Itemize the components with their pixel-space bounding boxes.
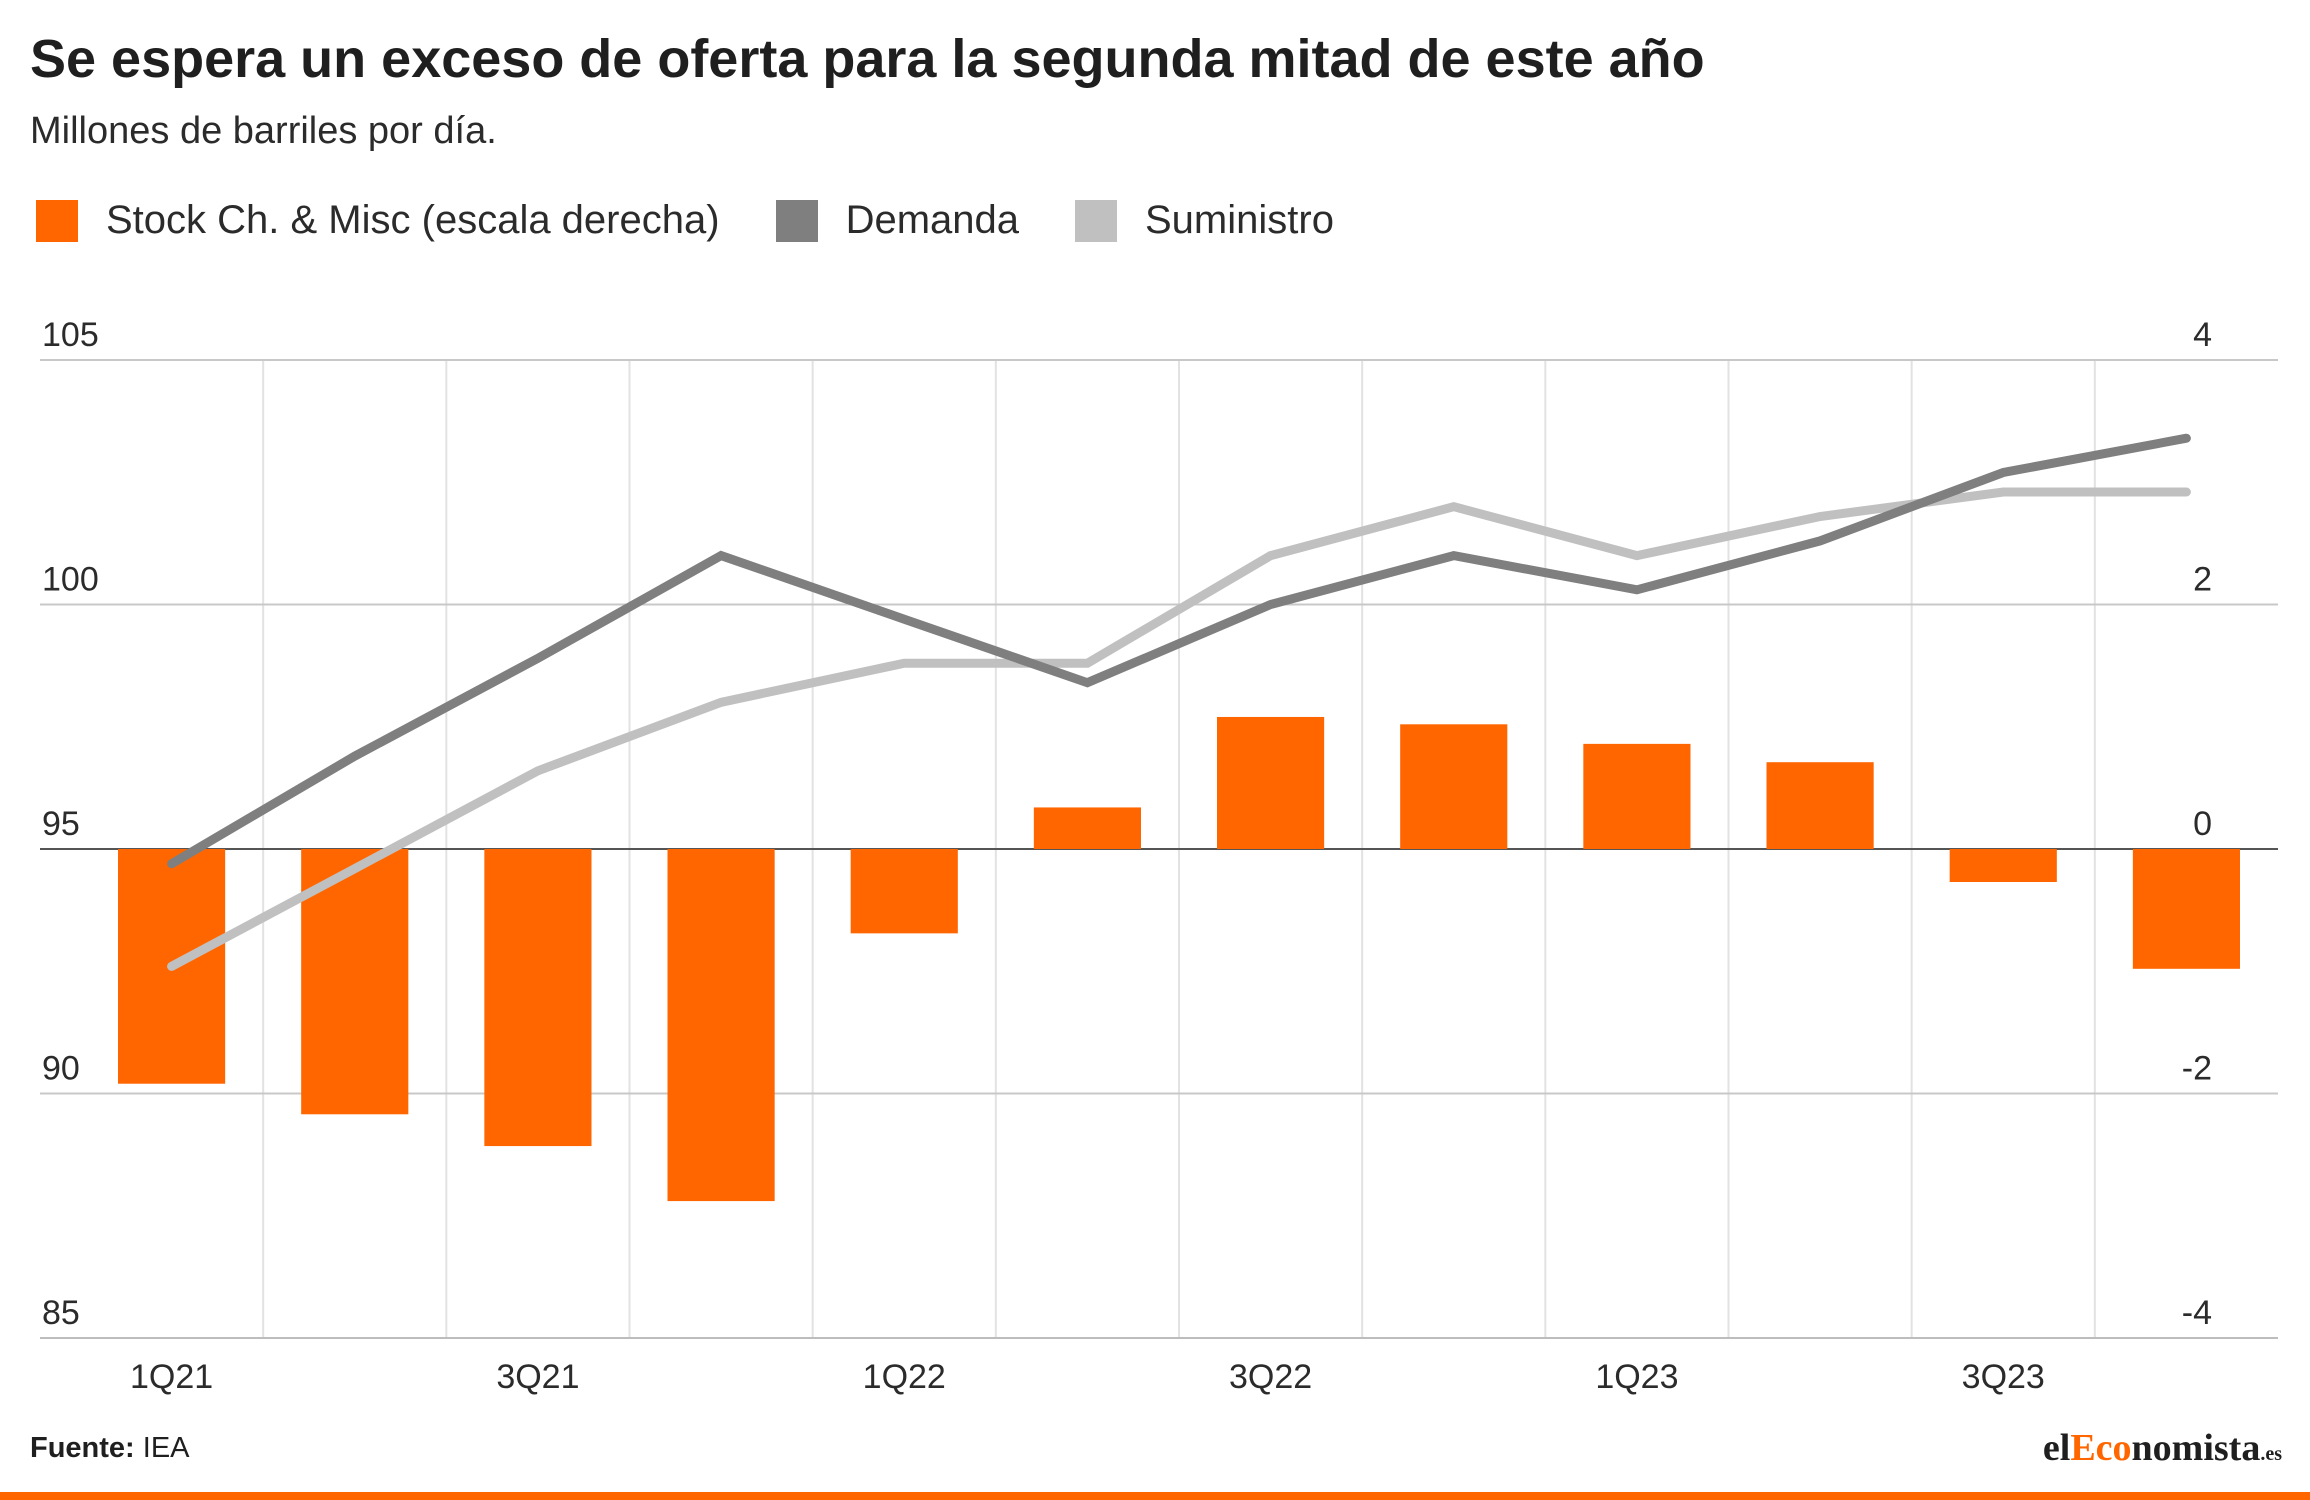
stock-change-bar (850, 849, 958, 934)
y-right-tick-label: -4 (2182, 1294, 2212, 1332)
suministro-line (167, 487, 2191, 971)
chart-title: Se espera un exceso de oferta para la se… (30, 29, 1705, 89)
stock-change-bar (301, 849, 409, 1115)
y-left-tick-label: 100 (42, 561, 99, 599)
x-tick-label: 3Q22 (1229, 1358, 1312, 1396)
brand-prefix: el (2042, 1427, 2071, 1469)
x-tick-label: 3Q23 (1962, 1358, 2045, 1396)
source-label: Fuente: (30, 1432, 135, 1464)
y-right-tick-label: 0 (2193, 805, 2212, 843)
y-left-tick-label: 90 (42, 1050, 80, 1088)
stock-change-bar (1217, 716, 1325, 849)
brand-logo: elEconomista.es (2043, 1426, 2282, 1470)
legend-swatch-demanda (775, 199, 818, 242)
y-left-tick-label: 85 (42, 1294, 80, 1332)
y-left-tick-label: 95 (42, 805, 80, 843)
legend-label-stock: Stock Ch. & Misc (escala derecha) (106, 198, 720, 242)
legend-swatch-suministro (1075, 199, 1117, 242)
stock-change-bar (667, 849, 775, 1202)
combo-chart: 105 4 100 2 95 0 90 -2 85 -4 1Q21 3Q21 1Q22 3Q22 1Q23 3… (40, 316, 2278, 1396)
source-value: IEA (142, 1432, 190, 1464)
stock-change-bar (1033, 807, 1141, 849)
bottom-accent-bar (0, 1492, 2310, 1500)
legend-label-demanda: Demanda (845, 198, 1019, 242)
brand-rest: nomista (2131, 1427, 2261, 1469)
legend-swatch-stock (36, 199, 78, 242)
x-tick-label: 3Q21 (496, 1358, 579, 1396)
demanda-line (167, 433, 2191, 869)
x-tick-label: 1Q21 (130, 1358, 213, 1396)
x-tick-label: 1Q22 (863, 1358, 946, 1396)
legend-item-stock: Stock Ch. & Misc (escala derecha) (36, 198, 720, 243)
x-tick-label: 1Q23 (1595, 1358, 1678, 1396)
legend: Stock Ch. & Misc (escala derecha) Demand… (36, 198, 1390, 243)
legend-item-demanda: Demanda (775, 198, 1019, 243)
chart-subtitle: Millones de barriles por día. (30, 110, 497, 152)
source-note: Fuente: IEA (30, 1432, 190, 1465)
stock-change-bar (1583, 743, 1691, 849)
stock-change-bar (1766, 762, 1874, 849)
legend-label-suministro: Suministro (1145, 198, 1334, 242)
y-left-tick-label: 105 (42, 316, 99, 354)
brand-accent: Eco (2070, 1427, 2132, 1469)
stock-change-bar (1400, 724, 1508, 849)
y-right-tick-label: -2 (2182, 1050, 2212, 1088)
y-right-tick-label: 2 (2193, 561, 2212, 599)
legend-item-suministro: Suministro (1075, 198, 1334, 243)
stock-change-bar (2132, 849, 2240, 969)
stock-change-bar (484, 849, 592, 1147)
stock-change-bar (1949, 849, 2057, 883)
y-right-tick-label: 4 (2193, 316, 2212, 354)
brand-suffix: .es (2260, 1443, 2282, 1465)
